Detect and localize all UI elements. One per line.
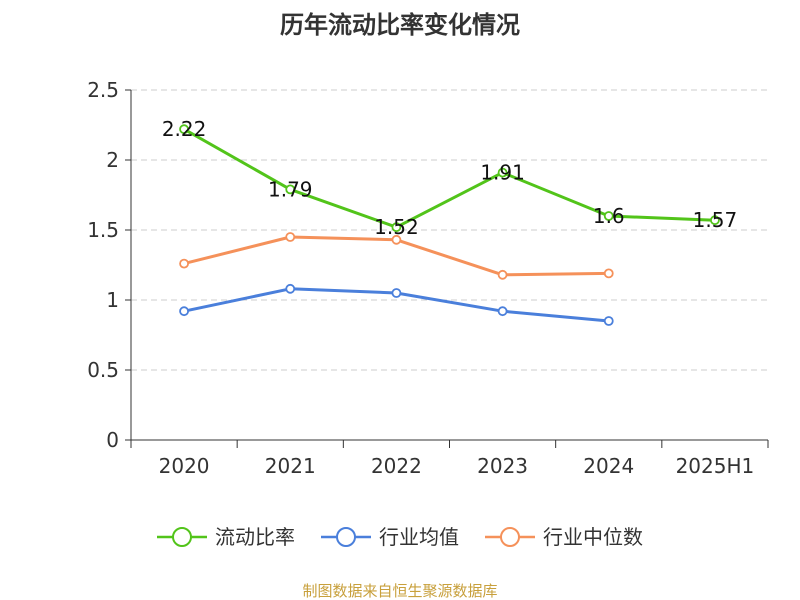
data-point [391, 234, 402, 245]
data-label: 1.91 [480, 161, 525, 185]
y-tick-label: 1.5 [87, 218, 119, 242]
data-point [603, 316, 614, 326]
x-tick-label: 2022 [371, 454, 422, 478]
data-point [179, 258, 189, 269]
data-point [497, 167, 508, 178]
y-tick-label: 1 [106, 288, 119, 312]
data-point [285, 184, 296, 195]
data-label: 1.57 [693, 208, 738, 232]
data-label: 1.6 [593, 204, 625, 228]
chart-title: 历年流动比率变化情况 [280, 11, 520, 39]
data-point [179, 306, 189, 317]
legend-item[interactable]: 流动比率 [157, 525, 295, 549]
y-tick-label: 0.5 [87, 358, 119, 382]
data-point [179, 124, 189, 135]
legend-item[interactable]: 行业中位数 [485, 525, 643, 549]
data-point [391, 288, 402, 298]
legend-swatch-marker [172, 527, 192, 547]
y-tick-label: 2.5 [87, 78, 119, 102]
legend-swatch-marker [500, 527, 520, 547]
legend-label: 行业均值 [379, 525, 459, 549]
data-point [285, 232, 296, 242]
y-tick-label: 0 [106, 428, 119, 452]
x-tick-label: 2020 [159, 454, 210, 478]
x-tick-label: 2024 [583, 454, 634, 478]
legend-item[interactable]: 行业均值 [321, 525, 459, 549]
legend: 流动比率 行业均值 行业中位数 [157, 525, 643, 549]
data-point [710, 215, 720, 226]
series-lines [179, 124, 720, 326]
x-tick-label: 2021 [265, 454, 316, 478]
x-tick-label: 2025H1 [676, 454, 755, 478]
legend-label: 行业中位数 [543, 525, 643, 549]
data-point [497, 306, 508, 317]
data-label: 2.22 [162, 117, 207, 141]
source-note: 制图数据来自恒生聚源数据库 [302, 582, 497, 600]
data-label: 1.52 [374, 215, 419, 239]
legend-swatch-marker [336, 527, 356, 547]
data-point [497, 269, 508, 280]
series-line [182, 127, 717, 229]
data-label: 1.79 [268, 177, 313, 201]
data-point [285, 283, 296, 294]
data-point [603, 268, 614, 279]
data-labels: 2.22 1.79 1.52 1.91 1.6 1.57 [162, 117, 737, 239]
y-tick-label: 2 [106, 148, 119, 172]
data-point [603, 211, 614, 221]
data-point [391, 222, 402, 233]
x-tick-label: 2023 [477, 454, 528, 478]
gridlines [131, 89, 768, 371]
legend-label: 流动比率 [215, 525, 295, 549]
